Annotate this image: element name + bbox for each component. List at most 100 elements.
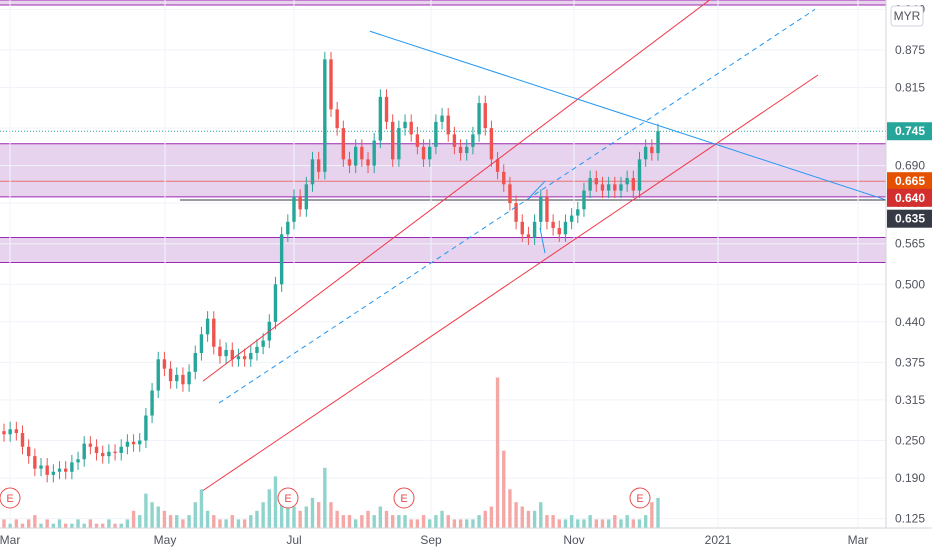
earnings-marker[interactable]: E xyxy=(629,487,651,509)
volume-bar xyxy=(440,510,444,528)
candle-body xyxy=(292,196,296,222)
time-axis[interactable]: Mar May Jul Sep Nov 2021 Mar xyxy=(0,527,932,550)
candle-body xyxy=(218,346,222,357)
volume-bar xyxy=(434,515,438,528)
volume-bar xyxy=(502,450,506,528)
candle-body xyxy=(551,221,555,229)
trend-line-5 xyxy=(539,227,546,254)
y-tick-label: 0.125 xyxy=(895,512,925,526)
volume-bar xyxy=(119,523,123,528)
candle-body xyxy=(113,451,117,454)
candle-body xyxy=(236,356,241,360)
volume-bar xyxy=(526,510,531,528)
volume-bar xyxy=(144,493,148,528)
candle-body xyxy=(526,234,531,238)
volume-bar xyxy=(650,502,654,528)
price-label: 0.745 xyxy=(895,124,925,138)
volume-bar xyxy=(175,515,179,528)
price-label: 0.665 xyxy=(895,174,925,188)
candle-body xyxy=(193,353,197,372)
candle-body xyxy=(502,171,506,185)
candle-body xyxy=(594,178,598,185)
candle-body xyxy=(131,441,136,445)
candle-body xyxy=(144,415,148,441)
price-label-bg xyxy=(887,188,932,207)
volume-bar xyxy=(397,515,401,528)
candle-body xyxy=(366,159,370,166)
volume-bar xyxy=(643,515,648,528)
volume-bar xyxy=(551,515,555,528)
candle-body xyxy=(224,349,228,357)
volume-bar xyxy=(76,519,80,528)
volume-bar xyxy=(471,519,475,528)
volume-bar xyxy=(428,519,432,528)
candle-body xyxy=(187,371,191,385)
candle-body xyxy=(483,103,487,129)
candle-body xyxy=(341,128,346,160)
y-tick-label: 0.500 xyxy=(895,277,925,291)
earnings-marker[interactable]: E xyxy=(393,487,415,509)
currency-badge[interactable]: MYR xyxy=(890,5,924,27)
volume-bar xyxy=(495,377,500,528)
volume-bar xyxy=(310,497,315,528)
volume-bar xyxy=(458,519,463,528)
candle-body xyxy=(557,228,561,235)
earnings-marker[interactable]: E xyxy=(0,487,21,509)
volume-bar xyxy=(557,519,561,528)
volume-bar xyxy=(101,523,105,528)
volume-bar xyxy=(33,515,37,528)
candle-body xyxy=(403,121,407,129)
earnings-circle xyxy=(277,487,299,509)
candle-body xyxy=(286,221,290,235)
volume-bar xyxy=(230,515,234,528)
x-tick-label: 2021 xyxy=(705,533,732,547)
candle-body xyxy=(138,440,142,445)
x-tick-label: Mar xyxy=(0,533,20,547)
trend-line-1 xyxy=(202,74,819,491)
volume-bar xyxy=(335,510,339,528)
volume-bar xyxy=(193,502,197,528)
candle-body xyxy=(107,451,111,457)
candle-body xyxy=(508,184,512,204)
earnings-marker[interactable]: E xyxy=(277,487,299,509)
candle-body xyxy=(446,115,450,135)
volume-bar xyxy=(384,510,389,528)
candle-body xyxy=(545,196,549,222)
y-tick-label: 0.690 xyxy=(895,159,925,173)
candle-body xyxy=(20,433,25,447)
volume-bar xyxy=(20,523,25,528)
candle-body xyxy=(298,196,302,210)
trend-line-4 xyxy=(529,180,546,198)
volume-bar xyxy=(14,519,19,528)
candle-body xyxy=(310,159,315,185)
volume-bar xyxy=(563,519,568,528)
candle-body xyxy=(279,234,284,285)
candle-body xyxy=(168,368,173,382)
candle-body xyxy=(631,178,636,191)
volume-bar xyxy=(489,506,494,528)
volume-bar xyxy=(45,519,49,528)
candle-body xyxy=(582,190,586,210)
earnings-label: E xyxy=(636,493,643,505)
volume-bar xyxy=(255,510,259,528)
candle-body xyxy=(588,178,592,191)
candle-body xyxy=(323,59,327,172)
volume-bar xyxy=(569,515,574,528)
volume-bar xyxy=(539,502,543,528)
volume-bar xyxy=(520,506,524,528)
candle-body xyxy=(434,121,438,147)
volume-bar xyxy=(107,519,111,528)
volume-bar xyxy=(656,497,660,528)
candle-body xyxy=(76,459,80,463)
volume-bar xyxy=(532,510,537,528)
x-tick-label: Mar xyxy=(848,533,869,547)
y-tick-label: 0.565 xyxy=(895,237,925,251)
candle-body xyxy=(569,215,574,222)
candle-body xyxy=(532,221,537,238)
price-axis[interactable]: 0.9400.8750.8150.7500.6900.6300.5650.500… xyxy=(885,0,932,550)
volume-bar xyxy=(465,519,469,528)
volume-bar xyxy=(631,519,636,528)
candle-body xyxy=(175,374,179,382)
